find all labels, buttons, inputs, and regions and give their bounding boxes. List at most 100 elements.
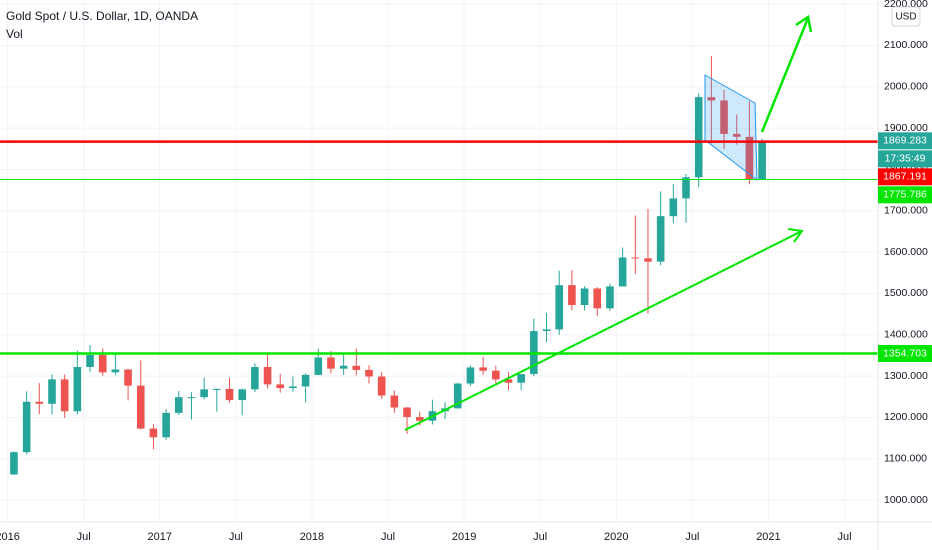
candle-body xyxy=(136,385,145,429)
candle-body xyxy=(352,365,361,370)
candle-body xyxy=(492,370,500,380)
candle-body xyxy=(694,97,703,178)
x-tick-label: Jul xyxy=(381,531,395,543)
x-tick-label: Jul xyxy=(77,531,91,543)
volume-label: Vol xyxy=(6,27,23,41)
y-tick-label: 1900.000 xyxy=(884,122,928,134)
candle-body xyxy=(707,97,716,101)
x-tick-label: 2021 xyxy=(756,531,780,543)
candle-body xyxy=(238,389,247,401)
candle-body xyxy=(580,288,589,306)
price-badge-label: 1354.703 xyxy=(883,347,927,359)
trend-arrow xyxy=(404,231,801,431)
currency[interactable]: USD xyxy=(895,12,916,23)
candle-body xyxy=(251,367,259,390)
candle-body xyxy=(644,258,652,262)
candle-body xyxy=(669,198,678,217)
candle-body xyxy=(10,452,18,475)
price-badge xyxy=(878,168,932,186)
candle-body xyxy=(415,417,424,421)
x-tick-label: Jul xyxy=(533,531,547,543)
horizontal-lines xyxy=(0,140,878,355)
candle-body xyxy=(606,286,614,309)
price-badge-label: 1775.786 xyxy=(883,189,927,201)
candle-body xyxy=(276,384,285,389)
candle-body xyxy=(365,369,373,377)
x-tick-label: Jul xyxy=(685,531,699,543)
candle-body xyxy=(631,257,640,259)
y-tick-label: 2100.000 xyxy=(884,39,928,51)
candle-body xyxy=(124,369,132,386)
candle-body xyxy=(327,357,335,369)
price-axis xyxy=(878,0,932,550)
candle-body xyxy=(200,389,208,398)
candle-body xyxy=(48,379,56,404)
candle-body xyxy=(314,357,323,375)
candle-body xyxy=(162,412,170,438)
currency-box[interactable] xyxy=(891,6,921,27)
candle-body xyxy=(22,401,31,453)
channel xyxy=(704,74,758,182)
price-badge xyxy=(878,150,932,168)
x-tick-label: 2016 xyxy=(0,531,20,543)
candle-body xyxy=(111,369,120,373)
chart-title: Gold Spot / U.S. Dollar, 1D, OANDA xyxy=(6,9,198,23)
candle-body xyxy=(403,407,411,418)
candle-body xyxy=(466,367,475,384)
arrow-head xyxy=(795,14,813,33)
y-tick-label: 1300.000 xyxy=(884,370,928,382)
target-arrow xyxy=(760,17,810,133)
y-tick-label: 1400.000 xyxy=(884,329,928,341)
candle-body xyxy=(745,136,754,180)
arrow-head xyxy=(787,228,804,243)
candle-body xyxy=(390,395,399,408)
candle-body xyxy=(301,374,310,387)
candle-body xyxy=(568,285,576,306)
candle-body xyxy=(618,257,627,287)
y-tick-label: 1700.000 xyxy=(884,205,928,217)
x-tick-label: 2017 xyxy=(148,531,172,543)
price-badge-label: 1869.283 xyxy=(883,135,927,147)
y-tick-label: 1100.000 xyxy=(884,453,927,465)
grid xyxy=(0,0,878,522)
price-badge xyxy=(878,344,932,362)
candle-body xyxy=(263,367,272,385)
x-tick-label: 2019 xyxy=(452,531,476,543)
candle-body xyxy=(479,367,487,371)
x-tick-label: 2018 xyxy=(300,531,324,543)
candle-body xyxy=(593,288,602,309)
price-badge xyxy=(878,132,932,150)
candle-body xyxy=(377,376,386,396)
candle-body xyxy=(504,379,513,383)
candle-body xyxy=(289,386,297,389)
candle-body xyxy=(73,367,82,412)
y-tick-label: 1000.000 xyxy=(884,494,928,506)
candle-body xyxy=(517,374,525,383)
candle-body xyxy=(720,100,728,134)
candle-body xyxy=(98,355,107,373)
candle-body xyxy=(86,355,94,368)
price-badge-label: 17:35:49 xyxy=(885,153,926,165)
y-tick-label: 1200.000 xyxy=(884,411,928,423)
y-tick-label: 2200.000 xyxy=(884,0,928,10)
candle-body xyxy=(656,216,665,262)
candle-body xyxy=(213,388,221,390)
candle-body xyxy=(187,397,196,399)
candle-body xyxy=(732,133,741,137)
y-tick-label: 1500.000 xyxy=(884,287,928,299)
drawings xyxy=(404,14,813,431)
candle-body xyxy=(453,383,462,409)
candle-body xyxy=(149,428,158,438)
candle-body xyxy=(339,365,348,369)
candle-body xyxy=(555,285,564,330)
y-tick-label: 1600.000 xyxy=(884,246,928,258)
price-badge-label: 1867.191 xyxy=(883,171,927,183)
candle-body xyxy=(35,401,44,404)
candle-body xyxy=(682,177,690,199)
candle-body xyxy=(758,140,766,180)
candle-body xyxy=(542,329,551,332)
x-tick-label: 2020 xyxy=(604,531,628,543)
